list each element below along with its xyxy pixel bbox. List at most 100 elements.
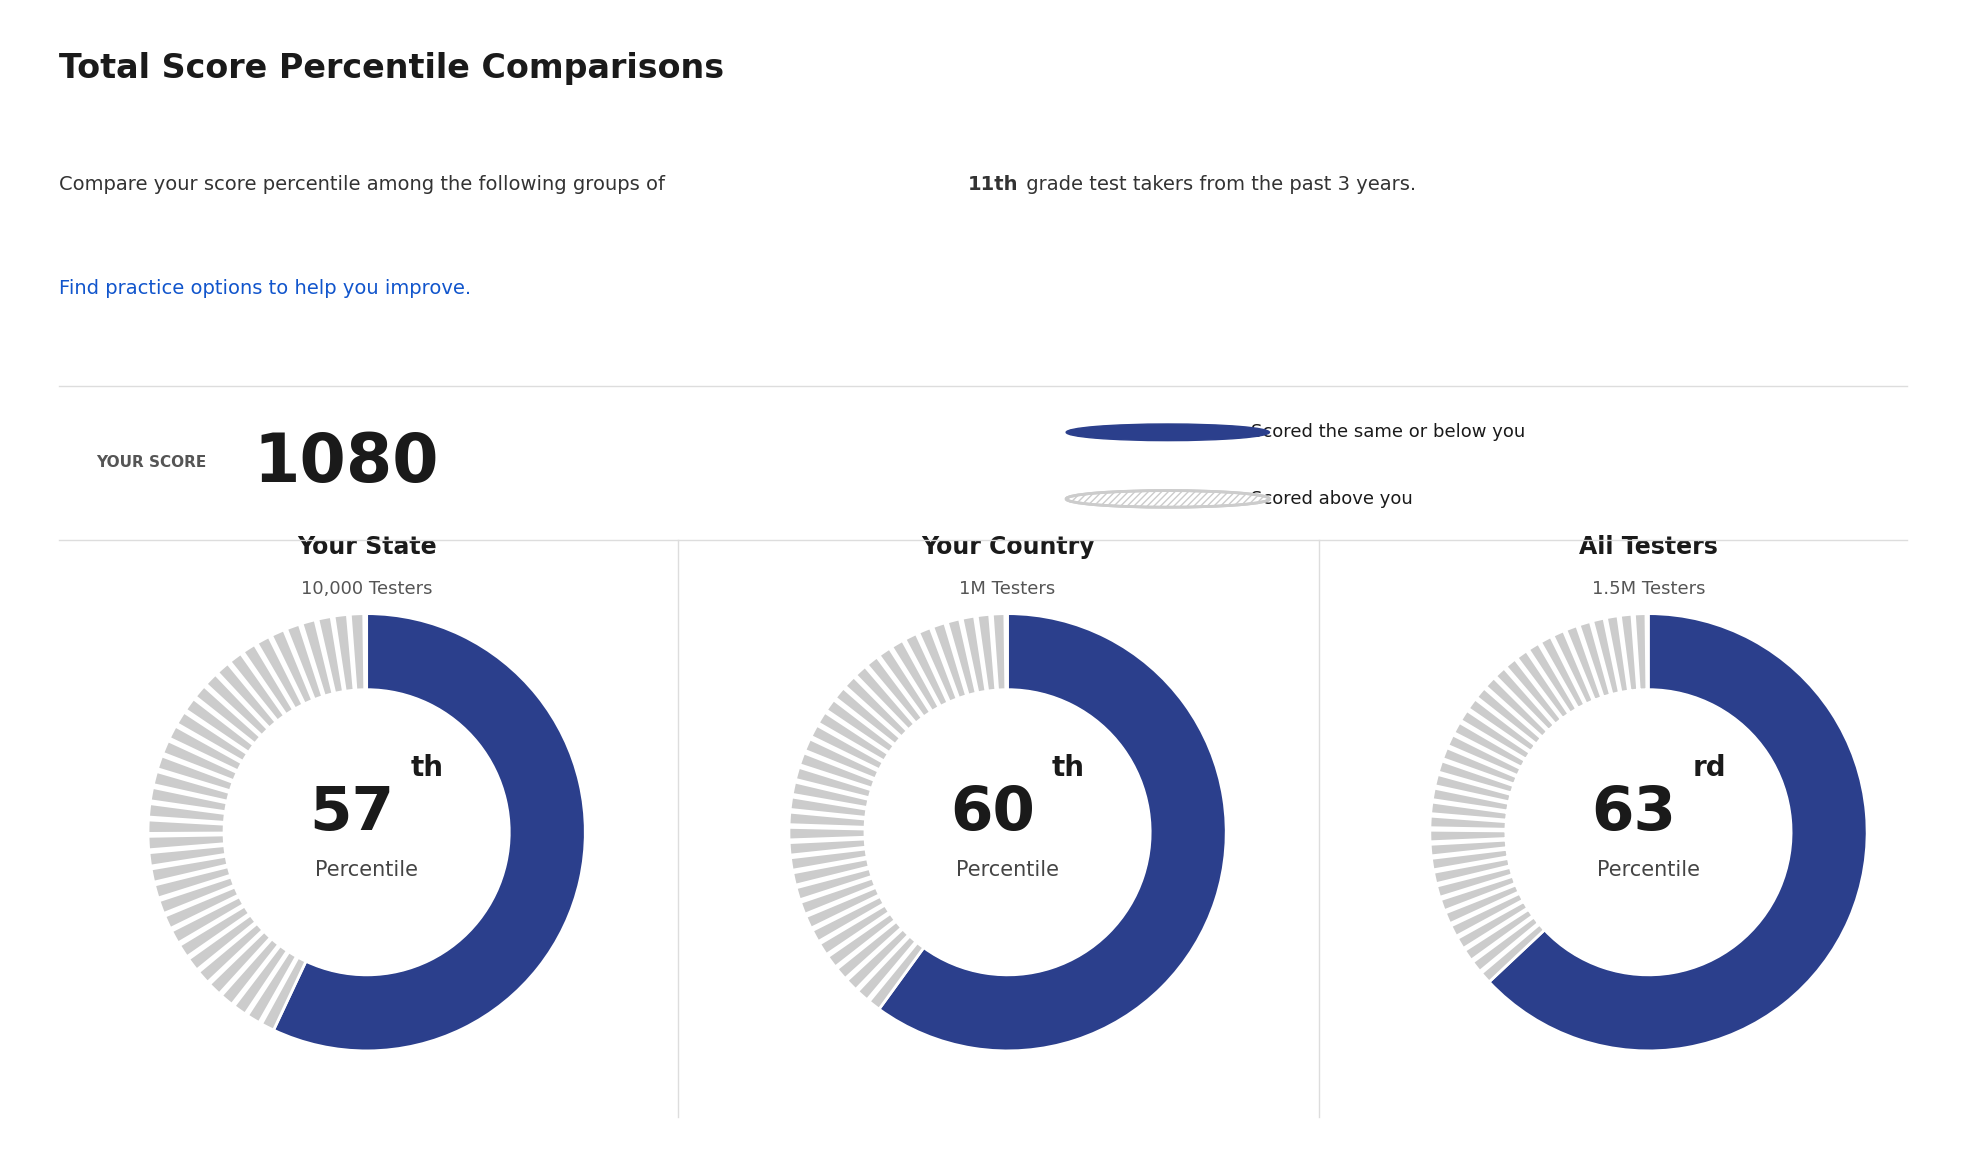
Wedge shape	[271, 630, 313, 704]
Wedge shape	[1488, 613, 1868, 1051]
Circle shape	[1066, 424, 1270, 441]
Wedge shape	[163, 740, 238, 781]
Wedge shape	[1496, 668, 1555, 730]
Wedge shape	[1433, 788, 1508, 811]
Wedge shape	[1518, 651, 1569, 718]
Wedge shape	[1506, 659, 1561, 724]
Wedge shape	[165, 887, 238, 929]
Wedge shape	[151, 857, 228, 882]
Wedge shape	[867, 656, 922, 723]
Wedge shape	[893, 640, 940, 711]
Text: Find practice options to help you improve.: Find practice options to help you improv…	[59, 279, 472, 298]
Wedge shape	[318, 617, 344, 694]
Wedge shape	[149, 845, 226, 866]
Wedge shape	[199, 923, 263, 982]
Wedge shape	[828, 914, 895, 967]
Wedge shape	[1431, 802, 1508, 821]
Wedge shape	[1451, 893, 1524, 936]
Wedge shape	[210, 931, 271, 994]
Wedge shape	[1579, 622, 1610, 697]
Wedge shape	[812, 896, 885, 942]
Wedge shape	[1620, 615, 1638, 691]
Wedge shape	[818, 712, 889, 761]
Wedge shape	[177, 712, 248, 761]
Wedge shape	[261, 957, 307, 1030]
Wedge shape	[189, 915, 256, 970]
Wedge shape	[1429, 830, 1506, 842]
Wedge shape	[1447, 734, 1522, 775]
Wedge shape	[1439, 761, 1514, 793]
Circle shape	[1066, 490, 1270, 508]
Wedge shape	[1482, 924, 1545, 982]
Text: Percentile: Percentile	[1596, 860, 1701, 880]
Text: 57: 57	[309, 783, 393, 843]
Wedge shape	[1437, 867, 1512, 897]
Text: Your State: Your State	[297, 535, 436, 559]
Wedge shape	[788, 839, 865, 856]
Wedge shape	[1634, 613, 1648, 690]
Text: 63: 63	[1590, 783, 1675, 843]
Wedge shape	[1553, 631, 1592, 704]
Wedge shape	[820, 906, 889, 954]
Wedge shape	[932, 623, 967, 698]
Text: Percentile: Percentile	[955, 860, 1060, 880]
Wedge shape	[234, 945, 287, 1014]
Wedge shape	[800, 753, 875, 788]
Wedge shape	[147, 819, 224, 833]
Text: Compare your score percentile among the following groups of: Compare your score percentile among the …	[59, 175, 670, 193]
Wedge shape	[857, 936, 916, 1000]
Wedge shape	[206, 674, 267, 736]
Text: 60: 60	[950, 783, 1034, 843]
Wedge shape	[1469, 700, 1535, 752]
Wedge shape	[1486, 677, 1547, 737]
Wedge shape	[1473, 917, 1539, 971]
Circle shape	[224, 689, 509, 974]
Wedge shape	[155, 867, 230, 897]
Wedge shape	[948, 619, 977, 695]
Wedge shape	[350, 613, 366, 690]
Wedge shape	[218, 663, 275, 728]
Wedge shape	[1431, 850, 1508, 870]
Wedge shape	[961, 616, 987, 693]
Text: rd: rd	[1693, 753, 1726, 781]
Wedge shape	[147, 835, 224, 850]
Text: 11th: 11th	[967, 175, 1018, 193]
Text: Your Country: Your Country	[920, 535, 1095, 559]
Wedge shape	[185, 698, 254, 752]
Wedge shape	[796, 767, 871, 797]
Text: Percentile: Percentile	[315, 860, 419, 880]
Wedge shape	[1528, 644, 1577, 714]
Wedge shape	[1435, 774, 1512, 802]
Wedge shape	[804, 739, 879, 779]
Wedge shape	[1461, 710, 1530, 759]
Wedge shape	[1541, 637, 1585, 708]
Wedge shape	[248, 952, 297, 1022]
Wedge shape	[836, 688, 900, 745]
Wedge shape	[1465, 909, 1533, 960]
Text: YOUR SCORE: YOUR SCORE	[96, 455, 206, 470]
Wedge shape	[790, 797, 867, 817]
Wedge shape	[149, 803, 226, 822]
Wedge shape	[159, 876, 234, 914]
Wedge shape	[303, 619, 332, 696]
Wedge shape	[792, 859, 869, 885]
Wedge shape	[879, 648, 930, 717]
Wedge shape	[800, 878, 875, 914]
Text: 10,000 Testers: 10,000 Testers	[301, 580, 433, 598]
Wedge shape	[230, 653, 285, 721]
Circle shape	[1506, 689, 1791, 974]
Wedge shape	[1476, 688, 1541, 744]
Wedge shape	[845, 677, 906, 737]
Wedge shape	[1429, 840, 1506, 856]
Wedge shape	[273, 613, 586, 1051]
Wedge shape	[879, 613, 1227, 1051]
Wedge shape	[171, 896, 244, 943]
Wedge shape	[792, 782, 869, 808]
Wedge shape	[918, 627, 957, 702]
Wedge shape	[904, 633, 948, 707]
Wedge shape	[796, 868, 873, 900]
Wedge shape	[1441, 876, 1516, 910]
Wedge shape	[149, 788, 228, 811]
Wedge shape	[1592, 618, 1620, 695]
Wedge shape	[1429, 816, 1506, 829]
